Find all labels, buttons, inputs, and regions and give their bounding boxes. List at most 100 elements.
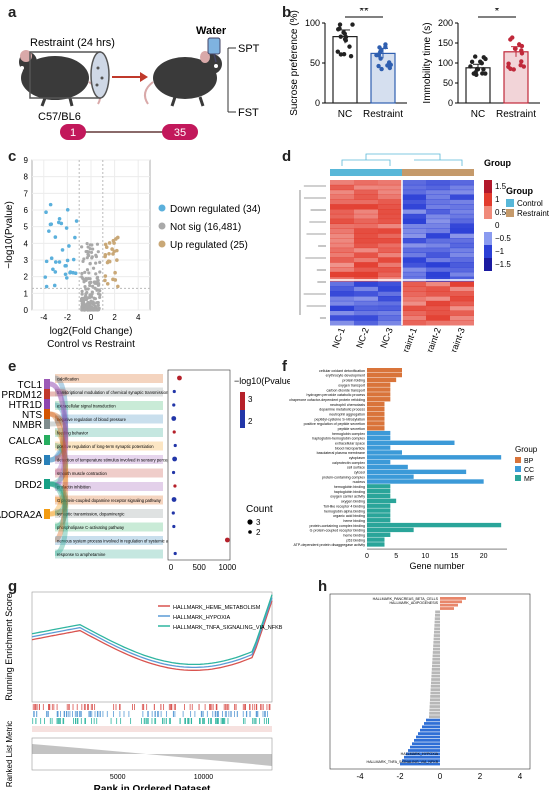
data-point bbox=[468, 64, 473, 69]
go-term-label: heme binding bbox=[343, 519, 365, 523]
gene-label: TCL1 bbox=[18, 380, 43, 391]
point-notsig bbox=[91, 308, 95, 312]
term-node bbox=[55, 374, 163, 383]
arrow-right-icon bbox=[112, 72, 148, 82]
point-notsig bbox=[84, 292, 88, 296]
strain-label: C57/BL6 bbox=[38, 111, 81, 123]
point-notsig bbox=[85, 302, 89, 306]
point-notsig bbox=[96, 303, 100, 307]
hallmark-bar bbox=[404, 755, 440, 759]
heatmap-cell bbox=[378, 281, 402, 287]
panel-label-g: g bbox=[8, 578, 18, 595]
go-bar bbox=[367, 440, 455, 445]
point-notsig bbox=[91, 301, 96, 306]
heatmap-cell bbox=[450, 305, 474, 311]
term-node bbox=[55, 387, 163, 397]
heatmap-cell bbox=[402, 218, 426, 224]
water-label: Water bbox=[196, 25, 227, 37]
heatmap-cell bbox=[378, 286, 402, 292]
legend-label: MF bbox=[524, 476, 534, 483]
point-notsig bbox=[84, 295, 88, 299]
heatmap-cell bbox=[450, 184, 474, 191]
sankey-flow bbox=[49, 416, 69, 427]
point-down bbox=[44, 210, 48, 215]
plot-area bbox=[31, 591, 273, 703]
go-term-label: cell surface bbox=[347, 466, 365, 470]
point-notsig bbox=[88, 283, 92, 288]
go-bar bbox=[367, 411, 385, 416]
go-bar bbox=[367, 401, 385, 407]
heatmap-cell bbox=[330, 189, 354, 195]
heatmap-cell bbox=[402, 189, 426, 195]
color-scale-label: 1 bbox=[495, 195, 500, 204]
x-tick-label: 4 bbox=[518, 772, 523, 781]
bar bbox=[370, 52, 396, 104]
point-down bbox=[47, 229, 51, 233]
point-notsig bbox=[87, 253, 91, 258]
heatmap: NC-1 NC-2 NC-3 Restraint-1 Restraint-2 Restra… bbox=[299, 153, 550, 352]
heatmap-cell bbox=[402, 233, 426, 239]
point-notsig bbox=[85, 241, 89, 246]
hallmark-bar bbox=[434, 624, 440, 627]
go-term-label: protein-containing complex binding bbox=[309, 524, 365, 528]
point-notsig bbox=[86, 277, 90, 281]
spt-label: SPT bbox=[238, 43, 260, 55]
panel-label-h: h bbox=[318, 578, 328, 595]
term-label: negative regulation of blood pressure bbox=[57, 417, 127, 422]
heatmap-cell bbox=[402, 242, 426, 249]
go-bar bbox=[367, 392, 391, 397]
heatmap-cell bbox=[426, 184, 450, 191]
heatmap-cell bbox=[402, 257, 426, 263]
data-point bbox=[386, 60, 392, 65]
enrichment-dot bbox=[172, 456, 178, 462]
data-point bbox=[350, 22, 355, 27]
volcano-plot: 0 1 2 3 4 5 6 7 8 9 -4 -2 0 2 4 −log10(Pvalue) log2(Fold… bbox=[4, 156, 261, 350]
point-notsig bbox=[87, 271, 91, 275]
data-point bbox=[348, 53, 354, 59]
x-axis-label: Rank in Ordered Dataset bbox=[94, 784, 211, 790]
x-tick-label: 5 bbox=[394, 553, 398, 560]
size-legend-title: Count bbox=[246, 504, 273, 515]
heatmap-cell bbox=[330, 271, 354, 278]
legend-label: Not sig (16,481) bbox=[170, 222, 241, 233]
hallmark-bar bbox=[440, 600, 462, 604]
timeline-start: 1 bbox=[70, 127, 76, 139]
point-notsig bbox=[80, 271, 84, 276]
group-bar-cell bbox=[426, 169, 450, 176]
go-bar bbox=[367, 368, 402, 373]
hallmark-barplot: HALLMARK_PANCREAS_BETA_CELLSHALLMARK_ADI… bbox=[329, 593, 531, 781]
size-legend-dot bbox=[248, 530, 252, 534]
heatmap-cell bbox=[450, 252, 474, 258]
hallmark-bar bbox=[420, 728, 440, 732]
gene-node bbox=[44, 479, 50, 489]
heatmap-cell bbox=[330, 223, 354, 229]
heatmap-cell bbox=[402, 296, 426, 302]
enrichment-curve bbox=[31, 600, 273, 671]
go-bar bbox=[367, 372, 402, 378]
go-bar bbox=[367, 474, 414, 479]
hallmark-bar bbox=[402, 759, 440, 763]
legend-label: CC bbox=[524, 467, 534, 474]
enrichment-dot bbox=[171, 416, 177, 421]
data-point bbox=[481, 55, 486, 60]
point-down bbox=[48, 222, 53, 227]
heatmap-cell bbox=[450, 223, 474, 229]
y-tick-label: 2 bbox=[24, 273, 29, 282]
heatmap-cell bbox=[450, 247, 474, 253]
heatmap-cell bbox=[330, 180, 354, 186]
heatmap-cell bbox=[426, 223, 450, 229]
point-notsig bbox=[88, 293, 92, 297]
heatmap-cell bbox=[378, 242, 402, 249]
heatmap-cell bbox=[450, 296, 474, 302]
data-point bbox=[474, 72, 479, 78]
term-node bbox=[55, 468, 163, 478]
heatmap-cell bbox=[354, 281, 378, 287]
point-notsig bbox=[84, 298, 88, 302]
go-bar bbox=[367, 508, 391, 513]
column-label: NC-3 bbox=[378, 326, 395, 349]
sankey-flow bbox=[49, 381, 69, 475]
heatmap-cell bbox=[330, 228, 354, 234]
enrichment-dot bbox=[173, 443, 177, 448]
heatmap-cell bbox=[378, 310, 402, 316]
size-legend-label: 3 bbox=[256, 518, 261, 527]
